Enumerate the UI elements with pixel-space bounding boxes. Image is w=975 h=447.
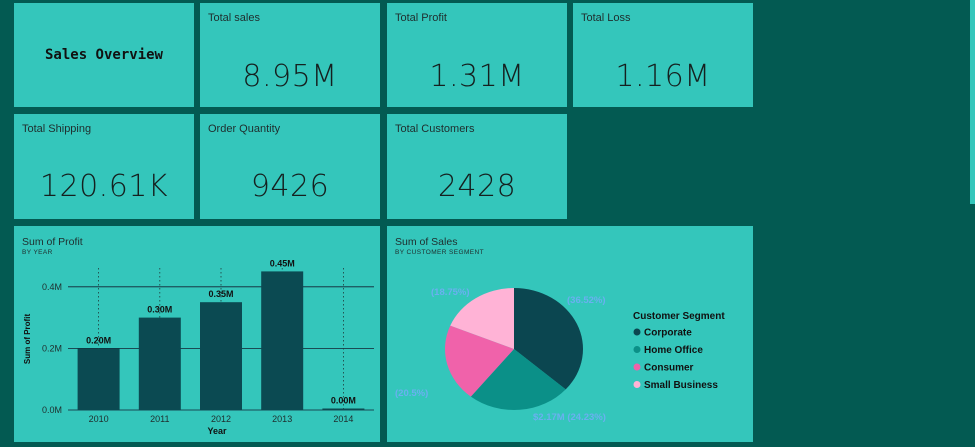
slice-label: (20.5%): [395, 388, 428, 399]
pie-chart-svg: (36.52%) $2.17M (24.23%) (20.5%) (18.75%) Cu…: [395, 287, 725, 423]
legend-entry: Home Office: [644, 345, 703, 356]
x-axis-title: Year: [207, 426, 227, 436]
kpi-label: Total Shipping: [22, 123, 92, 135]
y-tick-label: 0.0M: [42, 405, 62, 415]
kpi-value: 1.16M: [615, 59, 711, 94]
pie-slice: [445, 325, 514, 397]
legend-entry: Corporate: [644, 328, 692, 339]
y-tick-label: 0.4M: [42, 282, 62, 292]
data-label: 0.45M: [270, 258, 295, 268]
kpi-value: 1.31M: [429, 59, 525, 94]
kpi-value: 120.61K: [39, 169, 169, 204]
legend-marker: [633, 346, 641, 353]
kpi-value: 9426: [250, 169, 330, 204]
bar: [322, 408, 365, 410]
legend-marker: [633, 381, 641, 388]
kpi-value: 8.95M: [242, 59, 338, 94]
kpi-total-customers[interactable]: Total Customers 2428: [387, 114, 567, 219]
data-label: 0.20M: [86, 335, 111, 345]
bar-chart-svg: 0.0M 0.2M 0.4M 0.20M 2010 0.30M 2011 0.35M 2012 0…: [23, 258, 374, 436]
legend-marker: [633, 328, 641, 336]
bar: [200, 302, 242, 410]
chart-subtitle: BY YEAR: [22, 249, 53, 256]
pie-slice: [450, 288, 514, 349]
kpi-label: Total Customers: [395, 123, 475, 135]
pie-slice: [470, 349, 566, 410]
kpi-value: 2428: [437, 169, 517, 204]
kpi-total-shipping[interactable]: Total Shipping 120.61K: [14, 114, 194, 219]
y-tick-label: 0.2M: [42, 343, 62, 353]
legend-entry: Consumer: [644, 363, 694, 374]
slice-label: (18.75%): [431, 287, 470, 298]
chart-title: Sum of Sales: [395, 236, 458, 248]
legend-marker: [633, 363, 641, 371]
x-tick-label: 2014: [333, 414, 353, 424]
kpi-total-sales[interactable]: Total sales 8.95M: [200, 3, 380, 107]
chart-title: Sum of Profit: [22, 236, 83, 248]
kpi-total-loss[interactable]: Total Loss 1.16M: [573, 3, 753, 107]
x-tick-label: 2010: [89, 414, 109, 424]
kpi-order-quantity[interactable]: Order Quantity 9426: [200, 114, 380, 219]
slice-label: $2.17M (24.23%): [533, 412, 606, 423]
legend-title: Customer Segment: [633, 311, 725, 322]
kpi-label: Total Profit: [395, 12, 447, 24]
side-strip: [970, 0, 975, 204]
title-tile: Sales Overview: [14, 3, 194, 107]
x-tick-label: 2011: [150, 414, 169, 424]
kpi-label: Order Quantity: [208, 123, 281, 135]
data-label: 0.30M: [147, 305, 172, 315]
legend-entry: Small Business: [644, 380, 718, 391]
kpi-label: Total sales: [208, 12, 260, 24]
sales-by-segment-chart[interactable]: Sum of Sales BY CUSTOMER SEGMENT (36.52%…: [387, 226, 753, 442]
profit-by-year-chart[interactable]: Sum of Profit BY YEAR 0.0M 0.2M 0.4M 0.20M 2…: [14, 226, 380, 442]
bar: [138, 317, 181, 410]
data-label: 0.35M: [208, 289, 233, 299]
data-label: 0.00M: [331, 396, 356, 406]
x-tick-label: 2012: [211, 414, 231, 424]
slice-label: (36.52%): [567, 295, 606, 306]
page-title: Sales Overview: [44, 47, 163, 63]
bar: [77, 348, 120, 410]
bar: [261, 271, 304, 410]
pie-slice: [514, 288, 583, 390]
x-tick-label: 2013: [272, 414, 292, 424]
y-axis-title: Sum of Profit: [23, 314, 32, 365]
kpi-total-profit[interactable]: Total Profit 1.31M: [387, 3, 567, 107]
chart-subtitle: BY CUSTOMER SEGMENT: [395, 249, 484, 256]
kpi-label: Total Loss: [581, 12, 631, 24]
